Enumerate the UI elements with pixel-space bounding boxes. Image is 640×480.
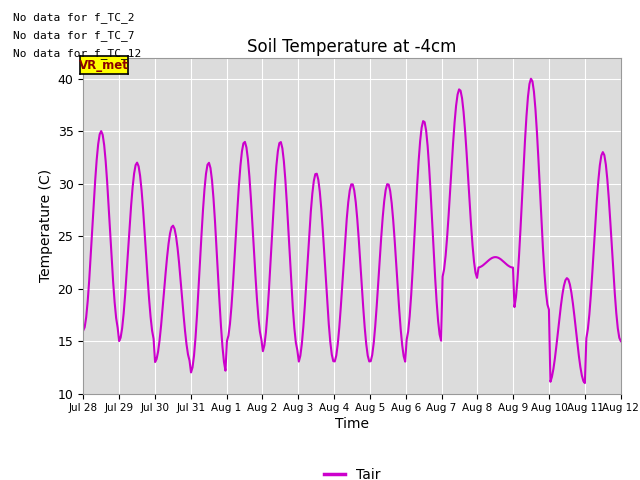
X-axis label: Time: Time	[335, 418, 369, 432]
Text: VR_met: VR_met	[79, 59, 129, 72]
Title: Soil Temperature at -4cm: Soil Temperature at -4cm	[247, 38, 457, 56]
Text: No data for f_TC_12: No data for f_TC_12	[13, 48, 141, 60]
Legend: Tair: Tair	[318, 462, 386, 480]
Text: No data for f_TC_7: No data for f_TC_7	[13, 30, 134, 41]
Y-axis label: Temperature (C): Temperature (C)	[40, 169, 53, 282]
Text: No data for f_TC_2: No data for f_TC_2	[13, 12, 134, 23]
